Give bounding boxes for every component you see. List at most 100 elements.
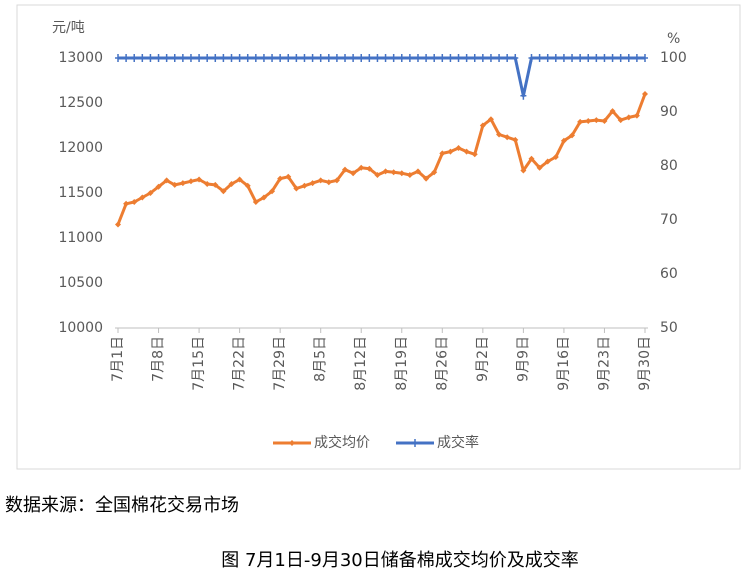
plus-marker [155, 54, 162, 62]
plus-marker [609, 54, 616, 62]
chart-frame [16, 4, 741, 470]
plus-marker [187, 54, 194, 62]
plus-marker [520, 91, 527, 100]
plus-marker [593, 54, 600, 62]
plus-marker [204, 54, 211, 62]
diamond-marker [171, 181, 178, 188]
diamond-marker [366, 165, 373, 172]
plus-marker [358, 54, 365, 62]
x-tick-label: 8月19日 [394, 336, 410, 391]
x-tick-label: 9月23日 [596, 336, 612, 391]
plus-marker [212, 54, 219, 62]
diamond-marker [196, 176, 203, 183]
diamond-marker [382, 168, 389, 175]
diamond-marker [398, 170, 405, 177]
plus-marker [439, 54, 446, 62]
diamond-marker [309, 180, 316, 187]
plus-marker [560, 54, 567, 62]
diamond-marker [504, 134, 511, 141]
plus-marker [147, 54, 154, 62]
plus-marker [471, 54, 478, 62]
diamond-marker [236, 176, 243, 183]
plus-marker [487, 54, 494, 62]
x-tick-label: 8月12日 [353, 336, 369, 391]
diamond-marker [463, 148, 470, 155]
plus-marker [512, 54, 519, 62]
plus-marker [260, 54, 267, 62]
plus-marker [382, 54, 389, 62]
plus-marker [528, 54, 535, 62]
diamond-marker [536, 164, 543, 171]
diamond-marker [406, 172, 413, 178]
plus-marker [601, 54, 608, 62]
diamond-marker [601, 118, 608, 124]
plus-marker [269, 54, 276, 62]
diamond-marker [633, 112, 640, 119]
diamond-marker [228, 181, 235, 187]
plus-marker [115, 54, 121, 62]
plus-marker [390, 54, 397, 62]
plus-marker [309, 54, 316, 62]
plus-marker [463, 54, 470, 62]
plus-marker [317, 54, 324, 62]
plus-marker [625, 54, 632, 62]
diamond-marker [163, 177, 170, 184]
diamond-marker [277, 175, 284, 182]
plus-marker [431, 54, 438, 62]
diamond-marker [212, 181, 219, 188]
diamond-marker [333, 177, 340, 184]
plus-marker [220, 54, 227, 62]
diamond-marker [593, 117, 600, 124]
diamond-marker [244, 182, 251, 189]
diamond-marker [260, 194, 267, 201]
plus-marker [293, 54, 300, 62]
diamond-marker [431, 169, 438, 176]
legend-marker [289, 440, 295, 446]
diamond-marker [131, 199, 138, 205]
diamond-marker [609, 108, 616, 115]
plus-marker [139, 54, 146, 62]
y2-unit-label: % [667, 31, 680, 47]
plus-marker [642, 54, 648, 62]
plus-marker [536, 54, 543, 62]
plus-marker [301, 54, 308, 62]
diamond-marker [293, 185, 300, 192]
x-tick-label: 7月1日 [110, 336, 126, 382]
x-tick-label: 7月15日 [191, 336, 207, 391]
plus-marker [447, 54, 454, 62]
diamond-marker [204, 181, 211, 187]
x-tick-label: 8月26日 [434, 336, 450, 391]
diamond-marker [390, 169, 397, 176]
x-tick-label: 7月29日 [272, 336, 288, 391]
diamond-marker [252, 199, 259, 205]
plus-marker [252, 54, 259, 62]
y2-tick-label: 50 [660, 320, 678, 336]
diamond-marker [342, 166, 349, 173]
diamond-marker [585, 118, 592, 124]
diamond-marker [487, 116, 494, 123]
diamond-marker [625, 114, 632, 121]
diamond-marker [179, 180, 186, 187]
x-tick-label: 9月16日 [556, 336, 572, 391]
y2-tick-label: 90 [660, 104, 678, 120]
diamond-marker [115, 221, 121, 228]
plus-marker [544, 54, 551, 62]
plus-marker [325, 54, 332, 62]
diamond-marker [439, 150, 446, 157]
diamond-marker [350, 170, 357, 177]
x-tick-label: 7月22日 [232, 336, 248, 391]
legend-label: 成交率 [437, 434, 479, 451]
diamond-marker [155, 183, 162, 190]
plus-marker [504, 54, 511, 62]
plus-marker [236, 54, 243, 62]
diamond-marker [577, 118, 584, 125]
y-tick-label: 11500 [58, 185, 103, 201]
plus-marker [333, 54, 340, 62]
x-tick-label: 9月30日 [637, 336, 653, 391]
diamond-marker [374, 172, 381, 178]
plus-marker [496, 54, 503, 62]
y-tick-label: 12000 [58, 140, 103, 156]
legend-label: 成交均价 [314, 434, 370, 451]
